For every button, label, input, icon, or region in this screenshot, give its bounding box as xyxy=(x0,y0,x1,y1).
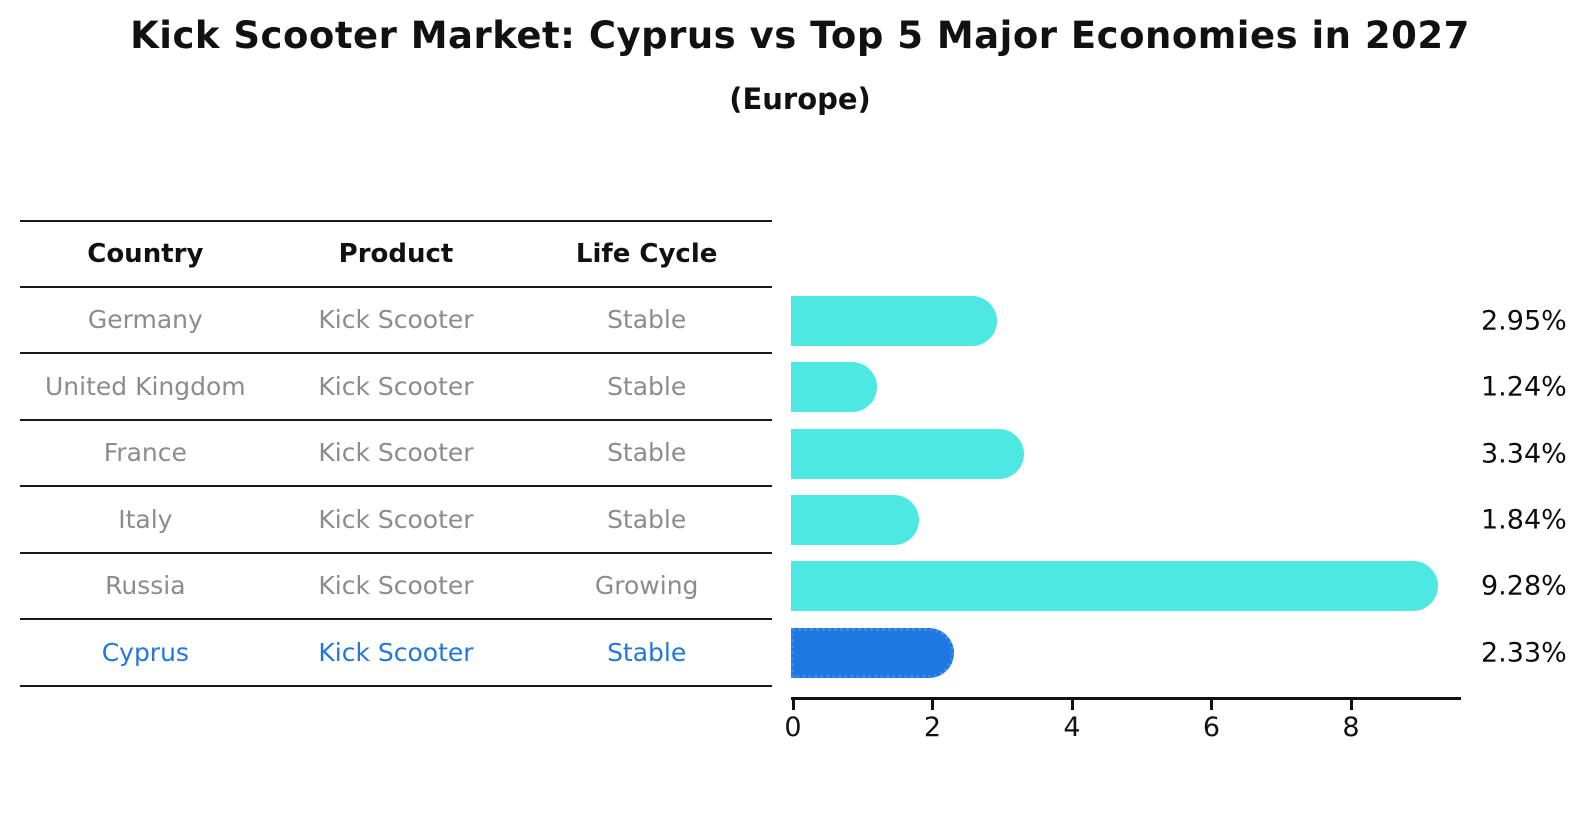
x-tick-label-8: 8 xyxy=(1342,712,1360,743)
table-row-france: France Kick Scooter Stable xyxy=(20,421,772,487)
column-header-country: Country xyxy=(87,238,204,269)
column-header-product: Product xyxy=(338,238,454,269)
chart-subtitle: (Europe) xyxy=(729,82,871,116)
x-tick-label-6: 6 xyxy=(1202,712,1221,743)
cell-life-cycle: Growing xyxy=(594,571,699,601)
cell-country: France xyxy=(103,438,187,468)
x-tick-mark-0 xyxy=(791,700,795,710)
x-tick-label-0: 0 xyxy=(784,712,802,743)
bar-russia xyxy=(791,561,1439,612)
bar-united-kingdom xyxy=(791,362,878,413)
cell-country: Germany xyxy=(87,305,203,335)
chart-title: Kick Scooter Market: Cyprus vs Top 5 Maj… xyxy=(130,14,1470,57)
bar-germany xyxy=(791,296,997,346)
table-row-cyprus: Cyprus Kick Scooter Stable xyxy=(20,620,772,687)
bar-cyprus xyxy=(791,627,954,678)
value-label-russia: 9.28% xyxy=(1481,570,1567,602)
cell-product: Kick Scooter xyxy=(318,438,474,468)
value-label-france: 3.34% xyxy=(1481,438,1567,470)
cell-life-cycle: Stable xyxy=(607,371,687,401)
table-row-russia: Russia Kick Scooter Growing xyxy=(20,554,772,620)
value-label-cyprus: 2.33% xyxy=(1481,637,1567,668)
value-label-germany: 2.95% xyxy=(1481,305,1567,337)
data-table: Country Product Life Cycle Germany Kick … xyxy=(20,220,772,687)
x-tick-mark-4 xyxy=(1070,700,1074,710)
cell-product: Kick Scooter xyxy=(318,371,474,401)
value-label-united-kingdom: 1.24% xyxy=(1481,371,1567,403)
table-row-united-kingdom: United Kingdom Kick Scooter Stable xyxy=(20,354,772,421)
table-header-row: Country Product Life Cycle xyxy=(20,222,772,288)
x-tick-mark-6 xyxy=(1210,700,1213,710)
bar-france xyxy=(791,428,1024,479)
cell-life-cycle: Stable xyxy=(607,438,687,468)
cell-country: Cyprus xyxy=(101,637,189,667)
value-label-italy: 1.84% xyxy=(1481,504,1567,536)
cell-product: Kick Scooter xyxy=(318,305,474,335)
table-row-italy: Italy Kick Scooter Stable xyxy=(20,487,772,554)
column-header-life-cycle: Life Cycle xyxy=(575,238,718,269)
cell-country: Italy xyxy=(118,504,173,534)
x-tick-label-2: 2 xyxy=(923,712,942,743)
table-row-germany: Germany Kick Scooter Stable xyxy=(20,288,772,354)
x-axis xyxy=(791,697,1461,700)
cell-country: Russia xyxy=(105,571,186,601)
cell-country: United Kingdom xyxy=(44,371,246,401)
cell-life-cycle: Stable xyxy=(607,305,687,335)
x-tick-mark-8 xyxy=(1349,700,1353,710)
cell-product: Kick Scooter xyxy=(318,637,474,667)
cell-product: Kick Scooter xyxy=(318,504,474,534)
x-tick-mark-2 xyxy=(931,700,934,710)
cell-life-cycle: Stable xyxy=(607,504,687,534)
cell-product: Kick Scooter xyxy=(318,571,474,601)
x-tick-label-4: 4 xyxy=(1063,712,1081,743)
bar-italy xyxy=(791,495,920,545)
cell-life-cycle: Stable xyxy=(607,637,687,667)
